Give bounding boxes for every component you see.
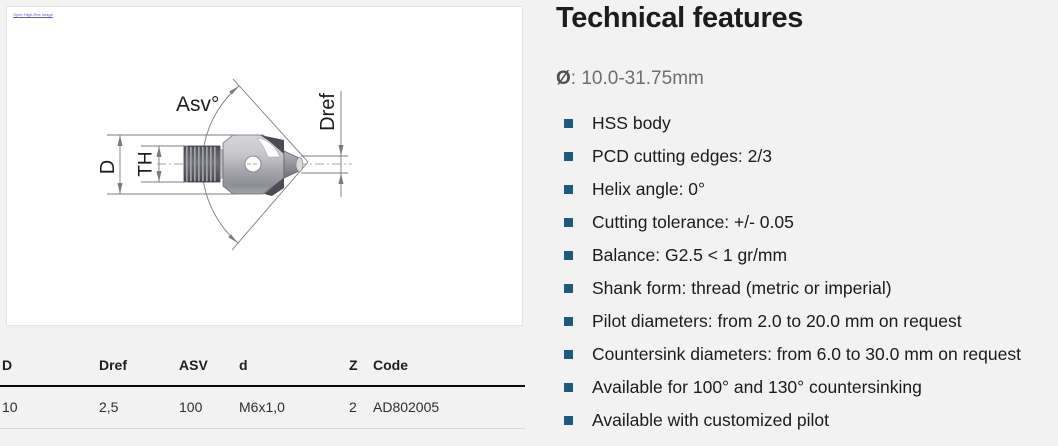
list-item: Helix angle: 0°	[556, 173, 1056, 206]
dim-label-d: D	[97, 160, 119, 174]
cell-code: AD802005	[371, 386, 525, 429]
diameter-symbol: Ø	[556, 68, 571, 89]
list-item: Cutting tolerance: +/- 0.05	[556, 206, 1056, 239]
bullet-square-icon	[564, 152, 573, 161]
tool-tip	[283, 150, 304, 179]
list-item: Shank form: thread (metric or imperial)	[556, 272, 1056, 305]
feature-text: Helix angle: 0°	[592, 179, 706, 199]
list-item: PCD cutting edges: 2/3	[556, 140, 1056, 173]
threaded-shank	[183, 145, 226, 183]
feature-text: PCD cutting edges: 2/3	[592, 146, 772, 166]
bullet-square-icon	[564, 416, 573, 425]
spec-table: D Dref ASV d Z Code 10 2,5 100 M6x1,0 2 …	[0, 344, 525, 429]
feature-text: Cutting tolerance: +/- 0.05	[592, 212, 794, 232]
cell-z: 2	[347, 386, 371, 429]
bullet-square-icon	[564, 317, 573, 326]
diameter-range: Ø: 10.0-31.75mm	[556, 68, 704, 90]
technical-drawing-box: Open High-Res Image	[6, 6, 523, 326]
list-item: Pilot diameters: from 2.0 to 20.0 mm on …	[556, 305, 1056, 338]
feature-text: Available for 100° and 130° countersinki…	[592, 377, 922, 397]
col-header-dref: Dref	[97, 344, 177, 387]
cell-dref: 2,5	[97, 386, 177, 429]
feature-text: Countersink diameters: from 6.0 to 30.0 …	[592, 344, 1021, 364]
features-list: HSS body PCD cutting edges: 2/3 Helix an…	[556, 107, 1056, 437]
bullet-square-icon	[564, 119, 573, 128]
bullet-square-icon	[564, 218, 573, 227]
bullet-square-icon	[564, 383, 573, 392]
list-item: Countersink diameters: from 6.0 to 30.0 …	[556, 338, 1056, 371]
col-header-d-thread: d	[237, 344, 347, 387]
feature-text: Pilot diameters: from 2.0 to 20.0 mm on …	[592, 311, 962, 331]
bullet-square-icon	[564, 185, 573, 194]
list-item: HSS body	[556, 107, 1056, 140]
dim-label-asv: Asv°	[176, 93, 219, 116]
drawing-caption-link[interactable]: Open High-Res Image	[13, 12, 53, 17]
cell-d-thread: M6x1,0	[237, 386, 347, 429]
feature-text: Available with customized pilot	[592, 410, 830, 430]
tool-body	[222, 134, 285, 196]
list-item: Available for 100° and 130° countersinki…	[556, 371, 1056, 404]
dim-label-th: TH	[136, 151, 157, 176]
page-title: Technical features	[556, 2, 804, 34]
table-row: 10 2,5 100 M6x1,0 2 AD802005	[0, 386, 525, 429]
spec-table-header-row: D Dref ASV d Z Code	[0, 344, 525, 387]
bullet-square-icon	[564, 350, 573, 359]
feature-text: Balance: G2.5 < 1 gr/mm	[592, 245, 788, 265]
dim-label-dref: Dref	[317, 93, 339, 131]
diameter-value: : 10.0-31.75mm	[570, 68, 704, 89]
feature-text: Shank form: thread (metric or imperial)	[592, 278, 892, 298]
list-item: Available with customized pilot	[556, 404, 1056, 437]
col-header-code: Code	[371, 344, 525, 387]
cell-asv: 100	[177, 386, 237, 429]
bullet-square-icon	[564, 251, 573, 260]
col-header-z: Z	[347, 344, 371, 387]
dimension-arrows	[117, 135, 344, 194]
cell-d: 10	[0, 386, 97, 429]
feature-text: HSS body	[592, 113, 671, 133]
list-item: Balance: G2.5 < 1 gr/mm	[556, 239, 1056, 272]
bullet-square-icon	[564, 284, 573, 293]
col-header-d: D	[0, 344, 97, 387]
angle-arc-arrows	[228, 86, 239, 243]
col-header-asv: ASV	[177, 344, 237, 387]
countersink-drawing: Asv° D TH Dref	[97, 78, 352, 251]
